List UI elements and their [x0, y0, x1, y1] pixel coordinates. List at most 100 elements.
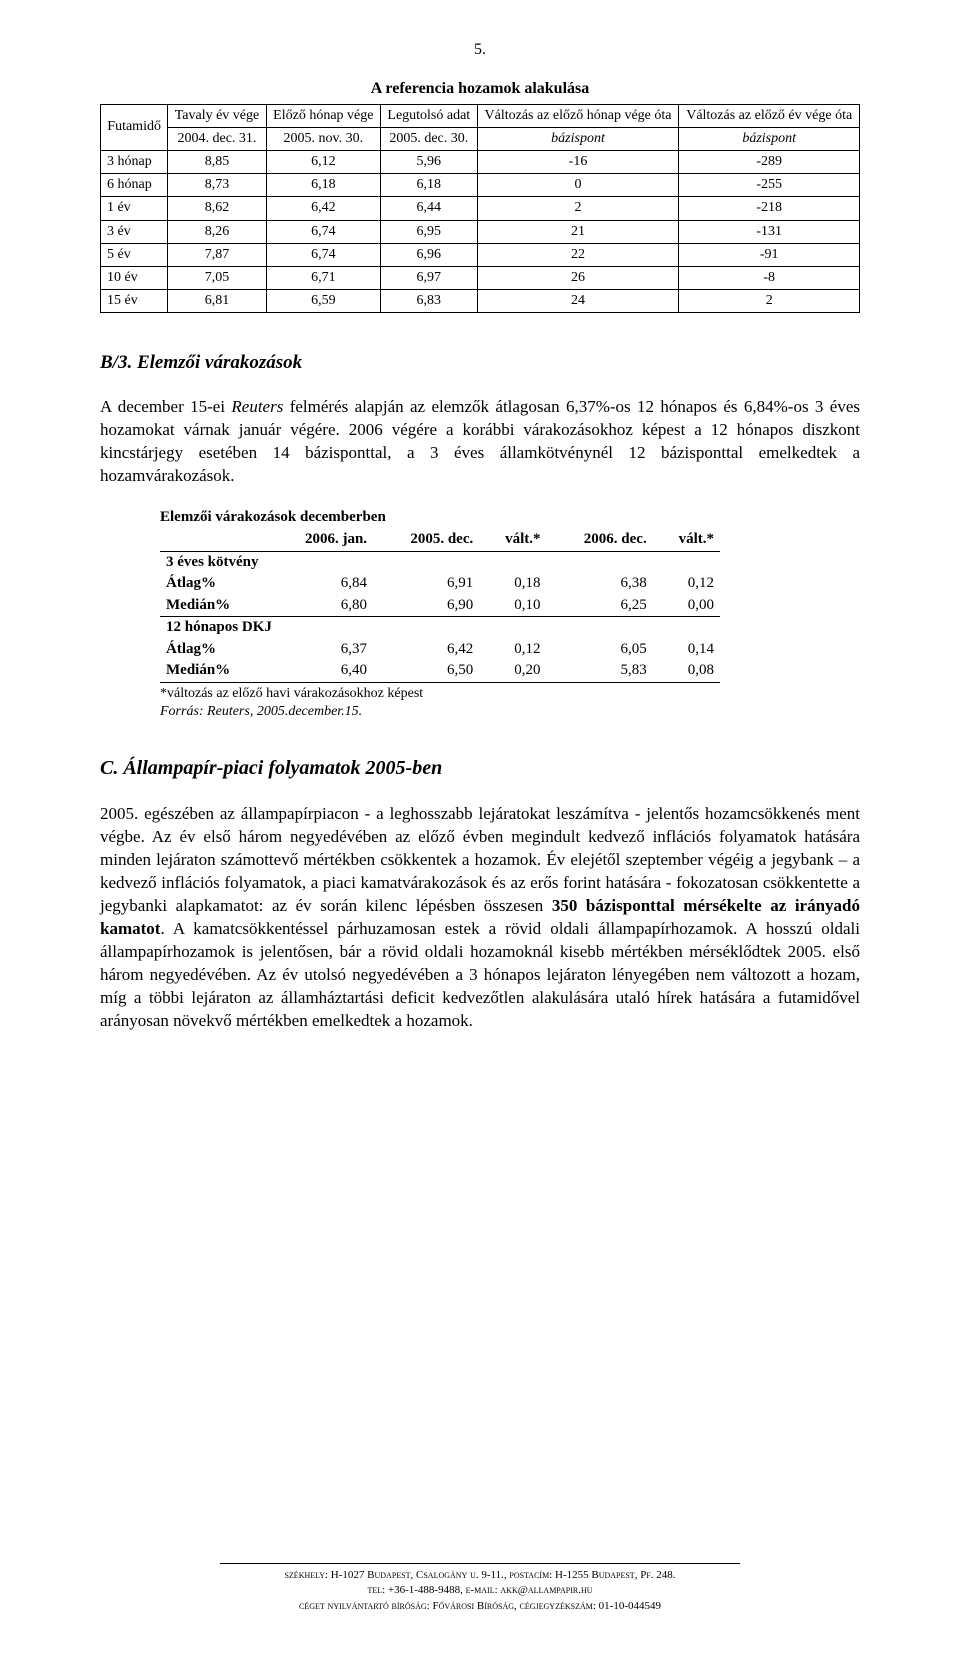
- table1-header-cell: Változás az előző év vége óta: [679, 104, 860, 127]
- table1-cell: 7,05: [168, 266, 266, 289]
- table2-cell: 6,84: [268, 573, 373, 595]
- footer-line2b: e-mail: akk@allampapir.hu: [466, 1584, 593, 1596]
- table1-cell: 6,83: [380, 290, 477, 313]
- table-row: Medián%6,806,900,106,250,00: [160, 595, 720, 617]
- table1-header-cell: Tavaly év vége: [168, 104, 266, 127]
- table2-block-label-row: 12 hónapos DKJ: [160, 617, 720, 639]
- table1-cell: 5 év: [101, 243, 168, 266]
- table1-cell: 5,96: [380, 150, 477, 173]
- table2-source: Forrás: Reuters, 2005.december.15.: [160, 703, 830, 721]
- table1-cell: -8: [679, 266, 860, 289]
- table1-head: FutamidőTavaly év végeElőző hónap végeLe…: [101, 104, 860, 150]
- table2-block-label-row: 3 éves kötvény: [160, 551, 720, 573]
- para-b3-reuters: Reuters: [231, 397, 283, 416]
- table1-cell: 1 év: [101, 197, 168, 220]
- para-b3-prefix: A december 15-ei: [100, 397, 231, 416]
- analyst-expectations-table: 2006. jan.2005. dec.vált.*2006. dec.vált…: [160, 529, 720, 683]
- footer-line3: céget nyilvántartó bíróság: Fővárosi Bír…: [0, 1599, 960, 1614]
- table2-block-label: 3 éves kötvény: [160, 551, 720, 573]
- table2-wrap: Elemzői várakozások decemberben 2006. ja…: [160, 508, 830, 721]
- table1-header-sub-cell: 2005. nov. 30.: [266, 127, 380, 150]
- section-b3-heading: B/3. Elemzői várakozások: [100, 351, 860, 376]
- table1-cell: 21: [477, 220, 679, 243]
- table1-cell: 7,87: [168, 243, 266, 266]
- table-row: 3 hónap8,856,125,96-16-289: [101, 150, 860, 173]
- table2-body: 3 éves kötvényÁtlag%6,846,910,186,380,12…: [160, 551, 720, 682]
- table2-cell: 6,42: [373, 639, 479, 661]
- footer-line1a: székhely: H-1027 Budapest, Csalogány u. …: [284, 1569, 509, 1581]
- table2-cell: 6,38: [547, 573, 653, 595]
- table1-cell: 2: [477, 197, 679, 220]
- footer-line3a: céget nyilvántartó bíróság: Fővárosi Bír…: [299, 1600, 520, 1612]
- table2-cell: Átlag%: [160, 639, 268, 661]
- table2-cell: 6,90: [373, 595, 479, 617]
- table1-cell: 15 év: [101, 290, 168, 313]
- table1-header-sub-cell: 2004. dec. 31.: [168, 127, 266, 150]
- table1-cell: 6,74: [266, 243, 380, 266]
- page-container: 5. A referencia hozamok alakulása Futami…: [0, 0, 960, 1654]
- table1-header-cell: Futamidő: [101, 104, 168, 150]
- table1-header-cell: Legutolsó adat: [380, 104, 477, 127]
- table2-head-cell: 2006. dec.: [547, 529, 653, 551]
- table2-cell: 6,50: [373, 660, 479, 682]
- table1-cell: 8,73: [168, 174, 266, 197]
- table2-cell: Átlag%: [160, 573, 268, 595]
- table2-head-cell: 2006. jan.: [268, 529, 373, 551]
- table-row: 5 év7,876,746,9622-91: [101, 243, 860, 266]
- reference-yield-table: FutamidőTavaly év végeElőző hónap végeLe…: [100, 104, 860, 314]
- table1-cell: 6,42: [266, 197, 380, 220]
- table1-cell: -131: [679, 220, 860, 243]
- table-row: 6 hónap8,736,186,180-255: [101, 174, 860, 197]
- table2-cell: Medián%: [160, 660, 268, 682]
- table2-cell: 0,14: [653, 639, 720, 661]
- table1-cell: 22: [477, 243, 679, 266]
- para-c: 2005. egészében az állampapírpiacon - a …: [100, 803, 860, 1032]
- table1-cell: 6,59: [266, 290, 380, 313]
- table2-title: Elemzői várakozások decemberben: [160, 508, 830, 528]
- table1-title: A referencia hozamok alakulása: [100, 79, 860, 100]
- table1-cell: -218: [679, 197, 860, 220]
- table-row: 1 év8,626,426,442-218: [101, 197, 860, 220]
- footer-line1: székhely: H-1027 Budapest, Csalogány u. …: [220, 1563, 740, 1583]
- table2-cell: 0,08: [653, 660, 720, 682]
- table2-head-cell: vált.*: [479, 529, 546, 551]
- table1-cell: 10 év: [101, 266, 168, 289]
- table1-cell: 6,74: [266, 220, 380, 243]
- table1-header-sub-cell: 2005. dec. 30.: [380, 127, 477, 150]
- table2-cell: 0,20: [479, 660, 546, 682]
- footer-line1b: postacím: H-1255 Budapest, Pf. 248.: [509, 1569, 675, 1581]
- table1-cell: 0: [477, 174, 679, 197]
- table1-cell: 8,85: [168, 150, 266, 173]
- table1-cell: 6 hónap: [101, 174, 168, 197]
- table2-cell: 0,12: [653, 573, 720, 595]
- table1-cell: 8,62: [168, 197, 266, 220]
- table2-cell: 0,00: [653, 595, 720, 617]
- table1-cell: 2: [679, 290, 860, 313]
- table2-cell: 6,25: [547, 595, 653, 617]
- table2-block-label: 12 hónapos DKJ: [160, 617, 720, 639]
- table2-head-cell: [160, 529, 268, 551]
- table2-head-cell: 2005. dec.: [373, 529, 479, 551]
- table-row: Átlag%6,846,910,186,380,12: [160, 573, 720, 595]
- table1-header-cell: Változás az előző hónap vége óta: [477, 104, 679, 127]
- table1-body: 3 hónap8,856,125,96-16-2896 hónap8,736,1…: [101, 150, 860, 312]
- heading-c: C. Állampapír-piaci folyamatok 2005-ben: [100, 755, 860, 781]
- table1-cell: -255: [679, 174, 860, 197]
- table2-cell: Medián%: [160, 595, 268, 617]
- table1-header-sub-cell: bázispont: [477, 127, 679, 150]
- table2-cell: 6,37: [268, 639, 373, 661]
- table-row: 3 év8,266,746,9521-131: [101, 220, 860, 243]
- table2-cell: 6,80: [268, 595, 373, 617]
- table2-head-cell: vált.*: [653, 529, 720, 551]
- table-row: Átlag%6,376,420,126,050,14: [160, 639, 720, 661]
- table1-cell: 26: [477, 266, 679, 289]
- table2-note: *változás az előző havi várakozásokhoz k…: [160, 685, 830, 703]
- table1-header-sub-cell: bázispont: [679, 127, 860, 150]
- table2-cell: 0,12: [479, 639, 546, 661]
- para-c-part2: . A kamatcsökkentéssel párhuzamosan este…: [100, 919, 860, 1030]
- table-row: 10 év7,056,716,9726-8: [101, 266, 860, 289]
- table1-cell: 6,44: [380, 197, 477, 220]
- table2-cell: 0,18: [479, 573, 546, 595]
- table2-cell: 5,83: [547, 660, 653, 682]
- table1-cell: -16: [477, 150, 679, 173]
